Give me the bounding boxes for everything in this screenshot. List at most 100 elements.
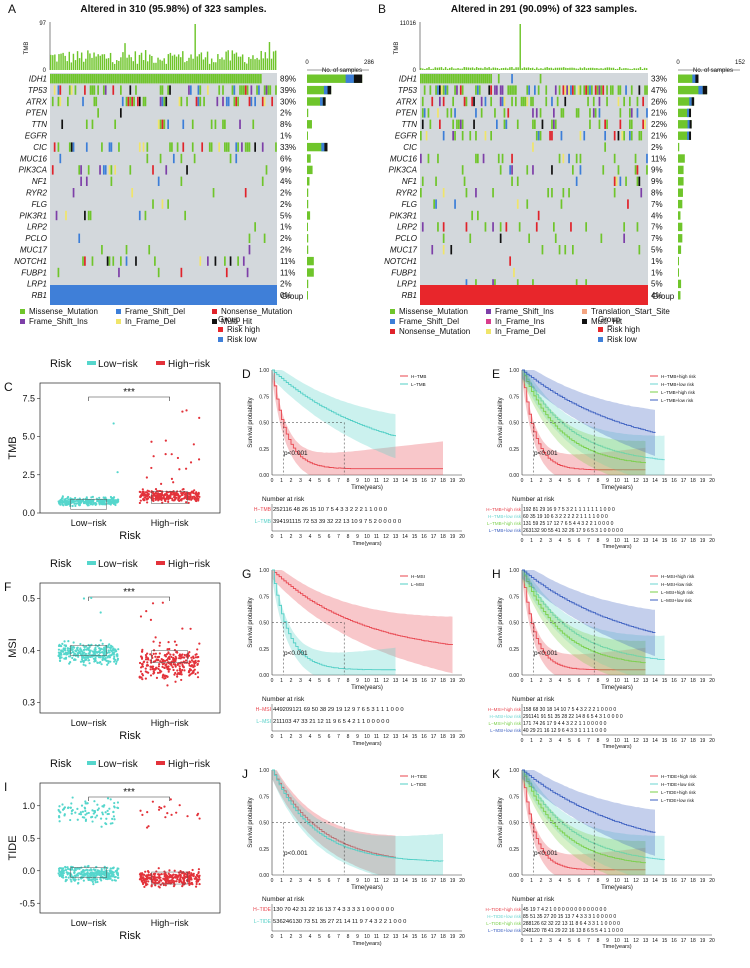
mutation-cell bbox=[503, 119, 506, 129]
mutation-cell bbox=[222, 74, 224, 84]
mutation-cell bbox=[484, 222, 487, 232]
legend-label: Frame_Shift_Ins bbox=[29, 317, 88, 326]
mutation-cell bbox=[440, 85, 443, 95]
legend-low: Low−risk bbox=[98, 559, 139, 570]
risk-x-tick: 5 bbox=[318, 734, 321, 740]
x-tick-label: 5 bbox=[568, 678, 571, 684]
tmb-bar bbox=[146, 61, 149, 70]
tmb-bar bbox=[122, 52, 124, 70]
data-point bbox=[173, 496, 176, 499]
sample-bar bbox=[307, 188, 309, 197]
data-point bbox=[58, 820, 61, 823]
mutation-cell bbox=[161, 96, 164, 107]
data-point bbox=[198, 878, 201, 881]
mutation-cell bbox=[454, 131, 456, 141]
x-tick-label: 6 bbox=[578, 678, 581, 684]
mutation-cell bbox=[112, 85, 115, 95]
risk-x-tick: 14 bbox=[652, 938, 658, 944]
mutation-cell bbox=[102, 165, 105, 175]
x-tick-label: 10 bbox=[364, 678, 370, 684]
risk-x-tick: 17 bbox=[681, 738, 687, 744]
mutation-cell bbox=[163, 119, 166, 129]
tmb-bar bbox=[157, 57, 159, 70]
mutation-cell bbox=[125, 96, 128, 107]
tmb-bar bbox=[219, 59, 221, 70]
risk-x-tick: 5 bbox=[568, 938, 571, 944]
data-point bbox=[94, 503, 97, 507]
tmb-bar bbox=[604, 67, 606, 70]
risk-row-values: 171 74 26 17 9 4 4 3 2 2 1 1 0 0 0 0 0 bbox=[523, 721, 607, 727]
mutation-cell bbox=[250, 85, 253, 95]
data-point bbox=[158, 641, 162, 644]
risk-x-tick: 16 bbox=[671, 938, 677, 944]
data-point bbox=[146, 497, 150, 500]
data-point bbox=[100, 647, 103, 650]
mutation-cell bbox=[65, 210, 67, 221]
data-point bbox=[67, 498, 70, 501]
risk-x-tick: 10 bbox=[364, 734, 370, 740]
sample-bar bbox=[702, 85, 708, 95]
mutation-cell bbox=[157, 176, 160, 186]
oncoplot-grid bbox=[50, 73, 277, 301]
mutation-cell bbox=[435, 85, 437, 95]
data-point bbox=[113, 801, 116, 805]
data-point bbox=[101, 811, 104, 814]
y-axis-label: Survival probability bbox=[498, 597, 504, 647]
data-point bbox=[146, 883, 149, 886]
legend-label: Frame_Shift_Del bbox=[399, 317, 459, 326]
mutation-cell bbox=[142, 142, 145, 152]
x-tick-label: 1 bbox=[280, 478, 283, 484]
tmb-bar bbox=[569, 67, 571, 70]
data-point bbox=[86, 502, 90, 505]
group-label: Group bbox=[281, 292, 304, 301]
mutation-cell bbox=[503, 96, 506, 107]
risk-x-tick: 18 bbox=[440, 934, 446, 940]
x-tick-label: 3 bbox=[299, 678, 302, 684]
mutation-cell bbox=[492, 279, 494, 289]
data-point bbox=[106, 663, 109, 666]
mutation-cell bbox=[235, 96, 238, 107]
mutation-cell bbox=[207, 74, 209, 84]
mutation-cell bbox=[452, 74, 455, 84]
x-tick-label: 9 bbox=[356, 478, 359, 484]
signif-bracket bbox=[88, 396, 170, 401]
risk-row-label: H−TMB+low risk bbox=[488, 514, 522, 519]
data-point bbox=[189, 461, 193, 464]
tmb-bar bbox=[192, 58, 194, 70]
mutation-cell bbox=[237, 96, 239, 107]
mutation-cell bbox=[118, 267, 120, 278]
mutation-cell bbox=[78, 233, 81, 243]
mutation-cell bbox=[475, 74, 477, 84]
data-point bbox=[190, 664, 194, 667]
data-point bbox=[85, 648, 88, 651]
mutation-cell bbox=[225, 142, 228, 152]
data-point bbox=[57, 648, 61, 651]
mutation-cell bbox=[157, 74, 160, 84]
data-point bbox=[186, 815, 189, 818]
mutation-cell bbox=[539, 108, 542, 118]
mutation-cell bbox=[116, 74, 118, 84]
group-legend-label: Risk high bbox=[607, 325, 640, 334]
legend-swatch bbox=[582, 309, 587, 314]
data-point bbox=[144, 667, 147, 670]
data-point bbox=[77, 878, 80, 881]
data-point bbox=[175, 811, 178, 814]
gene-pct: 22% bbox=[651, 120, 667, 129]
data-point bbox=[192, 495, 196, 498]
x-tick-label: 2 bbox=[290, 478, 293, 484]
data-point bbox=[147, 825, 150, 828]
data-point bbox=[159, 660, 162, 663]
x-tick-label: 20 bbox=[459, 678, 465, 684]
mutation-cell bbox=[592, 96, 595, 107]
data-point bbox=[75, 650, 78, 653]
tmb-bar bbox=[627, 68, 629, 70]
x-tick-label: 18 bbox=[440, 478, 446, 484]
data-point bbox=[168, 668, 171, 671]
data-point bbox=[173, 640, 177, 643]
mutation-cell bbox=[87, 165, 90, 175]
data-point bbox=[151, 494, 154, 497]
mutation-cell bbox=[469, 131, 472, 141]
data-point bbox=[152, 652, 155, 655]
data-point bbox=[57, 814, 61, 818]
mutation-cell bbox=[556, 96, 559, 107]
